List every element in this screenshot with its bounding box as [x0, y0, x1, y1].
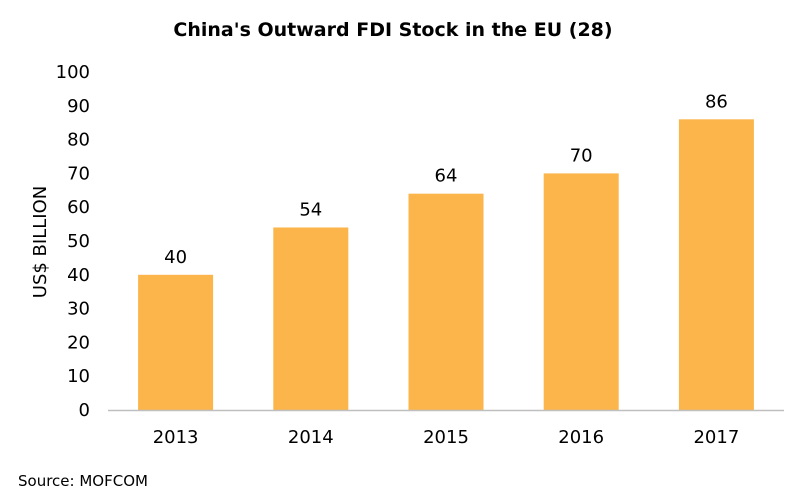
y-tick-label: 10 — [67, 366, 90, 387]
x-tick-label-2016: 2016 — [558, 427, 604, 448]
y-tick-label: 80 — [67, 130, 90, 151]
x-axis-ticks: 2013 2014 2015 2016 2017 — [153, 427, 740, 448]
data-label-2017: 86 — [705, 91, 728, 112]
y-tick-label: 100 — [56, 62, 90, 83]
y-tick-label: 70 — [67, 163, 90, 184]
y-tick-label: 50 — [67, 231, 90, 252]
x-tick-label-2017: 2017 — [693, 427, 739, 448]
data-label-2014: 54 — [299, 199, 322, 220]
y-tick-label: 30 — [67, 299, 90, 320]
y-tick-label: 90 — [67, 96, 90, 117]
y-tick-label: 60 — [67, 197, 90, 218]
y-axis-title: US$ BILLION — [30, 186, 51, 298]
bar-2015 — [408, 193, 484, 410]
chart-title: China's Outward FDI Stock in the EU (28) — [173, 19, 612, 41]
data-label-2015: 64 — [435, 166, 458, 187]
bar-2013 — [138, 274, 214, 410]
bar-2014 — [273, 227, 349, 410]
y-tick-label: 20 — [67, 332, 90, 353]
x-tick-label-2014: 2014 — [288, 427, 334, 448]
data-label-2013: 40 — [164, 247, 187, 268]
data-label-2016: 70 — [570, 145, 593, 166]
bar-series — [138, 119, 754, 410]
bar-2017 — [678, 119, 754, 410]
y-tick-label: 0 — [79, 400, 90, 421]
y-axis-ticks: 0 10 20 30 40 50 60 70 80 90 100 — [56, 62, 90, 421]
bar-2016 — [543, 173, 619, 410]
x-tick-label-2013: 2013 — [153, 427, 199, 448]
source-note: Source: MOFCOM — [18, 472, 148, 490]
y-tick-label: 40 — [67, 265, 90, 286]
x-tick-label-2015: 2015 — [423, 427, 469, 448]
data-labels: 40 54 64 70 86 — [164, 91, 728, 267]
